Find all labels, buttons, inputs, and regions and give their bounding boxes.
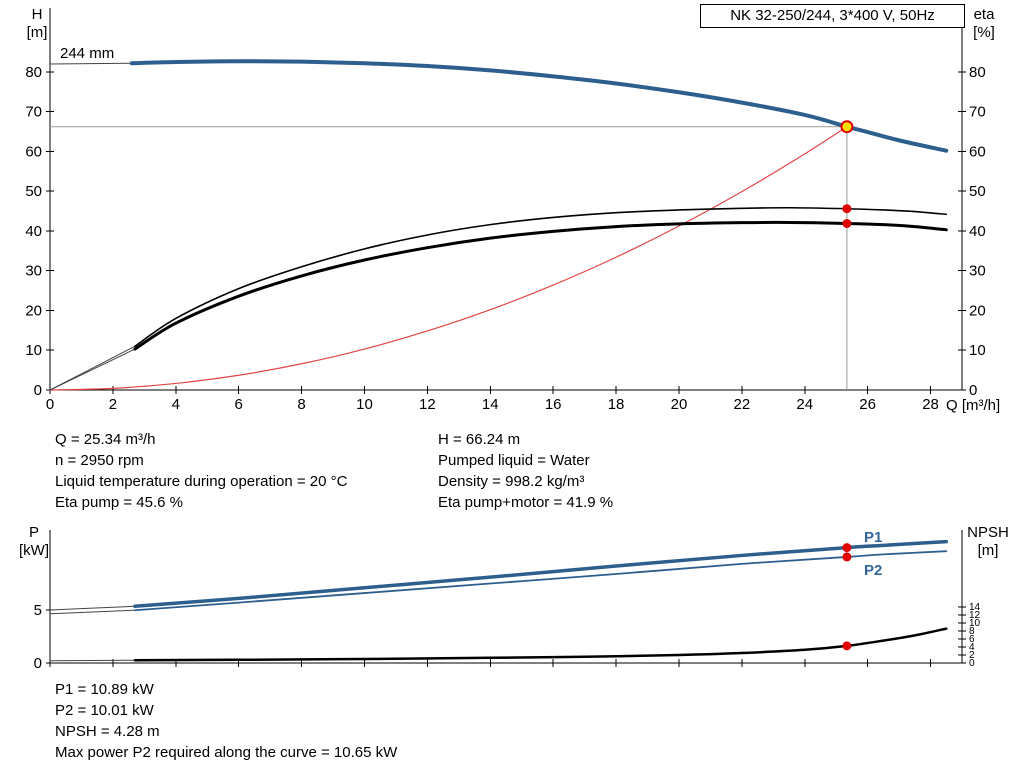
power-axis-unit: [kW] (19, 542, 49, 559)
tick-label: 4 (172, 396, 180, 413)
tick-label: 20 (671, 396, 688, 413)
eta-pump-motor-curve-lead (49, 348, 136, 391)
eta-axis-title: eta [%] (964, 6, 1004, 42)
info-line-maxpower: Max power P2 required along the curve = … (55, 744, 398, 761)
info-line-density: Density = 998.2 kg/m³ (438, 473, 585, 490)
info-line-q: Q = 25.34 m³/h (55, 431, 156, 448)
tick-label: 26 (859, 396, 876, 413)
tick-label: 20 (969, 302, 986, 319)
flow-axis-unit-label: Q [m³/h] (946, 397, 1001, 414)
tick-label: 0 (46, 396, 54, 413)
tick-label: 70 (969, 104, 986, 121)
tick-label: 16 (545, 396, 562, 413)
tick-label: 60 (25, 143, 42, 160)
tick-label: 20 (25, 302, 42, 319)
head-axis-unit: [m] (26, 24, 48, 41)
tick-label: 18 (608, 396, 625, 413)
info-line-h: H = 66.24 m (438, 431, 521, 448)
tick-label: 80 (25, 64, 42, 81)
tick-label: 2 (109, 396, 117, 413)
tick-label: 60 (969, 143, 986, 160)
tick-label: 0 (34, 655, 42, 672)
duty-info-block: Q = 25.34 m³/h H = 66.24 m n = 2950 rpm … (55, 429, 613, 513)
tick-label: 10 (969, 342, 986, 359)
head-curve-244mm (129, 59, 949, 153)
npsh-curve (133, 627, 948, 662)
tick-label: 4 (969, 642, 975, 653)
p2-curve (134, 550, 948, 612)
head-axis-symbol: H (31, 6, 43, 23)
eta-pump-motor-curve (133, 220, 948, 351)
p1-curve-lead (49, 605, 135, 611)
power-info-block: P1 = 10.89 kW P2 = 10.01 kW NPSH = 4.28 … (55, 679, 397, 763)
tick-label: 24 (796, 396, 813, 413)
npsh-axis-symbol: NPSH (967, 524, 1009, 541)
tick-label: 0 (969, 658, 975, 669)
tick-label: 28 (922, 396, 939, 413)
info-line-eta-pump-motor: Eta pump+motor = 41.9 % (438, 494, 614, 511)
tick-label: 50 (969, 183, 986, 200)
info-line-temperature: Liquid temperature during operation = 20… (55, 473, 348, 490)
info-line-liquid: Pumped liquid = Water (438, 452, 590, 469)
tick-label: 80 (969, 64, 986, 81)
impeller-diameter-label: 244 mm (60, 45, 115, 62)
tick-label: 50 (25, 183, 42, 200)
p2-curve-label: P2 (864, 562, 883, 579)
tick-label: 2 (969, 650, 975, 661)
tick-label: 12 (969, 610, 981, 621)
tick-label: 70 (25, 104, 42, 121)
info-line-p2: P2 = 10.01 kW (55, 702, 154, 719)
pump-title-box: NK 32-250/244, 3*400 V, 50Hz (700, 4, 965, 28)
duty-marker (842, 543, 852, 553)
tick-label: 6 (969, 634, 975, 645)
tick-label: 5 (34, 602, 42, 619)
p1-curve (133, 539, 949, 609)
system-curve (49, 126, 848, 391)
info-line-npsh: NPSH = 4.28 m (55, 723, 160, 740)
p2-curve-lead (49, 609, 135, 615)
tick-label: 6 (235, 396, 243, 413)
info-line-p1: P1 = 10.89 kW (55, 681, 154, 698)
tick-label: 22 (734, 396, 751, 413)
npsh-axis-unit: [m] (977, 542, 999, 559)
tick-label: 8 (297, 396, 305, 413)
power-axis-title: P [kW] (14, 524, 54, 560)
tick-label: 40 (969, 223, 986, 240)
eta-pump-curve (134, 206, 948, 348)
duty-marker (842, 552, 852, 562)
head-axis-title: H [m] (20, 6, 54, 42)
eta-axis-symbol: eta (973, 6, 995, 23)
npsh-curve-lead (49, 659, 135, 662)
duty-eta-marker (842, 204, 852, 214)
tick-label: 40 (25, 223, 42, 240)
info-line-eta-pump: Eta pump = 45.6 % (55, 494, 183, 511)
head-curve-244mm-lead (49, 62, 132, 65)
tick-label: 30 (969, 263, 986, 280)
tick-label: 12 (419, 396, 436, 413)
tick-label: 30 (25, 263, 42, 280)
p1-curve-label: P1 (864, 529, 883, 546)
tick-label: 14 (969, 602, 981, 613)
duty-eta-marker (842, 218, 852, 228)
tick-label: 10 (356, 396, 373, 413)
tick-label: 14 (482, 396, 499, 413)
tick-label: 10 (25, 342, 42, 359)
tick-label: 0 (969, 382, 977, 399)
info-line-speed: n = 2950 rpm (55, 452, 144, 469)
tick-label: 8 (969, 626, 975, 637)
duty-point-marker[interactable] (840, 120, 854, 134)
eta-axis-unit: [%] (973, 24, 995, 41)
duty-marker (842, 641, 852, 651)
tick-label: 0 (34, 382, 42, 399)
power-axis-symbol: P (28, 524, 39, 541)
tick-label: 10 (969, 618, 981, 629)
npsh-axis-title: NPSH [m] (960, 524, 1016, 560)
